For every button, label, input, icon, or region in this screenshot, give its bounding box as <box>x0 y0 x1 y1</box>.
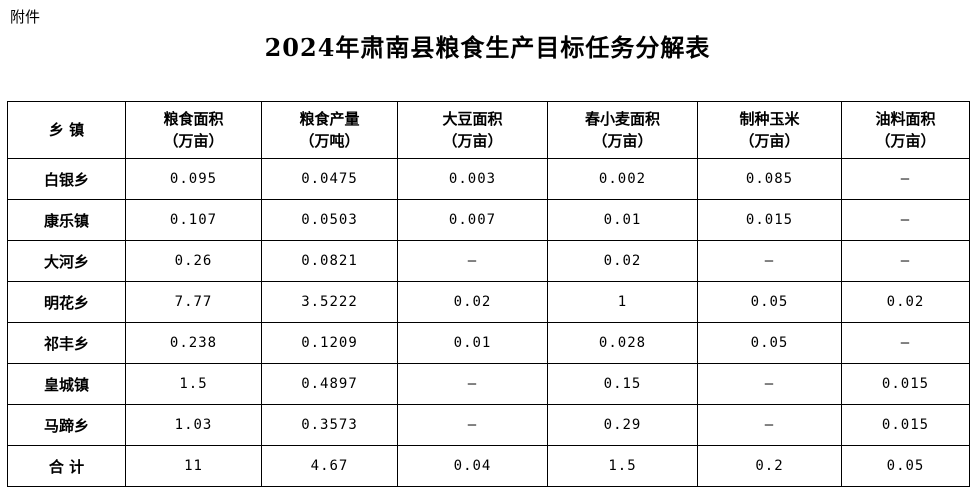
table-row: 皇城镇 1.5 0.4897 – 0.15 – 0.015 <box>7 363 970 405</box>
table-row: 白银乡 0.095 0.0475 0.003 0.002 0.085 – <box>7 158 970 200</box>
spring-wheat-area-cell: 1 <box>547 281 698 323</box>
township-name: 明花乡 <box>7 281 126 323</box>
grain-output-cell: 0.0503 <box>261 199 398 241</box>
grain-output-cell: 0.0821 <box>261 240 398 282</box>
grain-output-total: 4.67 <box>261 445 398 487</box>
grain-area-cell: 0.26 <box>125 240 262 282</box>
spring-wheat-area-cell: 0.29 <box>547 404 698 446</box>
township-name: 马蹄乡 <box>7 404 126 446</box>
table-row: 马蹄乡 1.03 0.3573 – 0.29 – 0.015 <box>7 404 970 446</box>
seed-corn-total: 0.2 <box>697 445 842 487</box>
township-name: 大河乡 <box>7 240 126 282</box>
grain-area-cell: 7.77 <box>125 281 262 323</box>
spring-wheat-area-cell: 0.15 <box>547 363 698 405</box>
soybean-area-cell: – <box>397 363 548 405</box>
oilseed-area-cell: 0.015 <box>841 363 970 405</box>
seed-corn-cell: 0.015 <box>697 199 842 241</box>
soybean-area-cell: 0.007 <box>397 199 548 241</box>
seed-corn-cell: 0.05 <box>697 322 842 364</box>
oilseed-area-cell: – <box>841 199 970 241</box>
spring-wheat-area-total: 1.5 <box>547 445 698 487</box>
oilseed-area-cell: 0.02 <box>841 281 970 323</box>
page-title: 2024年肃南县粮食生产目标任务分解表 <box>264 33 711 62</box>
header-oilseed-area: 油料面积 （万亩） <box>841 101 970 159</box>
table-header-row: 乡 镇 粮食面积 （万亩） 粮食产量 （万吨） 大豆面积 （万亩） 春小麦面积 （万亩）… <box>7 101 970 159</box>
oilseed-area-cell: – <box>841 322 970 364</box>
soybean-area-cell: – <box>397 240 548 282</box>
grain-output-cell: 0.0475 <box>261 158 398 200</box>
grain-output-cell: 0.4897 <box>261 363 398 405</box>
soybean-area-cell: – <box>397 404 548 446</box>
header-grain-area: 粮食面积 （万亩） <box>125 101 262 159</box>
soybean-area-cell: 0.02 <box>397 281 548 323</box>
soybean-area-cell: 0.003 <box>397 158 548 200</box>
grain-area-cell: 0.238 <box>125 322 262 364</box>
grain-area-cell: 0.107 <box>125 199 262 241</box>
grain-output-cell: 0.3573 <box>261 404 398 446</box>
header-grain-output: 粮食产量 （万吨） <box>261 101 398 159</box>
header-township: 乡 镇 <box>7 101 126 159</box>
seed-corn-cell: 0.05 <box>697 281 842 323</box>
table-row: 祁丰乡 0.238 0.1209 0.01 0.028 0.05 – <box>7 322 970 364</box>
spring-wheat-area-cell: 0.002 <box>547 158 698 200</box>
oilseed-area-cell: – <box>841 240 970 282</box>
header-soybean-area: 大豆面积 （万亩） <box>397 101 548 159</box>
oilseed-area-total: 0.05 <box>841 445 970 487</box>
township-name: 康乐镇 <box>7 199 126 241</box>
oilseed-area-cell: – <box>841 158 970 200</box>
township-name: 皇城镇 <box>7 363 126 405</box>
spring-wheat-area-cell: 0.028 <box>547 322 698 364</box>
grain-area-cell: 1.5 <box>125 363 262 405</box>
header-seed-corn: 制种玉米 （万亩） <box>697 101 842 159</box>
oilseed-area-cell: 0.015 <box>841 404 970 446</box>
spring-wheat-area-cell: 0.01 <box>547 199 698 241</box>
grain-area-cell: 1.03 <box>125 404 262 446</box>
table-row: 明花乡 7.77 3.5222 0.02 1 0.05 0.02 <box>7 281 970 323</box>
township-name: 祁丰乡 <box>7 322 126 364</box>
seed-corn-cell: – <box>697 404 842 446</box>
header-spring-wheat-area: 春小麦面积 （万亩） <box>547 101 698 159</box>
seed-corn-cell: – <box>697 363 842 405</box>
table-total-row: 合 计 11 4.67 0.04 1.5 0.2 0.05 <box>7 445 970 487</box>
table-row: 康乐镇 0.107 0.0503 0.007 0.01 0.015 – <box>7 199 970 241</box>
spring-wheat-area-cell: 0.02 <box>547 240 698 282</box>
attachment-label: 附件 <box>10 8 41 26</box>
seed-corn-cell: 0.085 <box>697 158 842 200</box>
seed-corn-cell: – <box>697 240 842 282</box>
grain-area-total: 11 <box>125 445 262 487</box>
grain-output-cell: 0.1209 <box>261 322 398 364</box>
township-name: 白银乡 <box>7 158 126 200</box>
grain-target-table: 乡 镇 粮食面积 （万亩） 粮食产量 （万吨） 大豆面积 （万亩） 春小麦面积 （万亩）… <box>7 101 970 487</box>
soybean-area-total: 0.04 <box>397 445 548 487</box>
grain-output-cell: 3.5222 <box>261 281 398 323</box>
soybean-area-cell: 0.01 <box>397 322 548 364</box>
table-row: 大河乡 0.26 0.0821 – 0.02 – – <box>7 240 970 282</box>
total-label: 合 计 <box>7 445 126 487</box>
grain-area-cell: 0.095 <box>125 158 262 200</box>
